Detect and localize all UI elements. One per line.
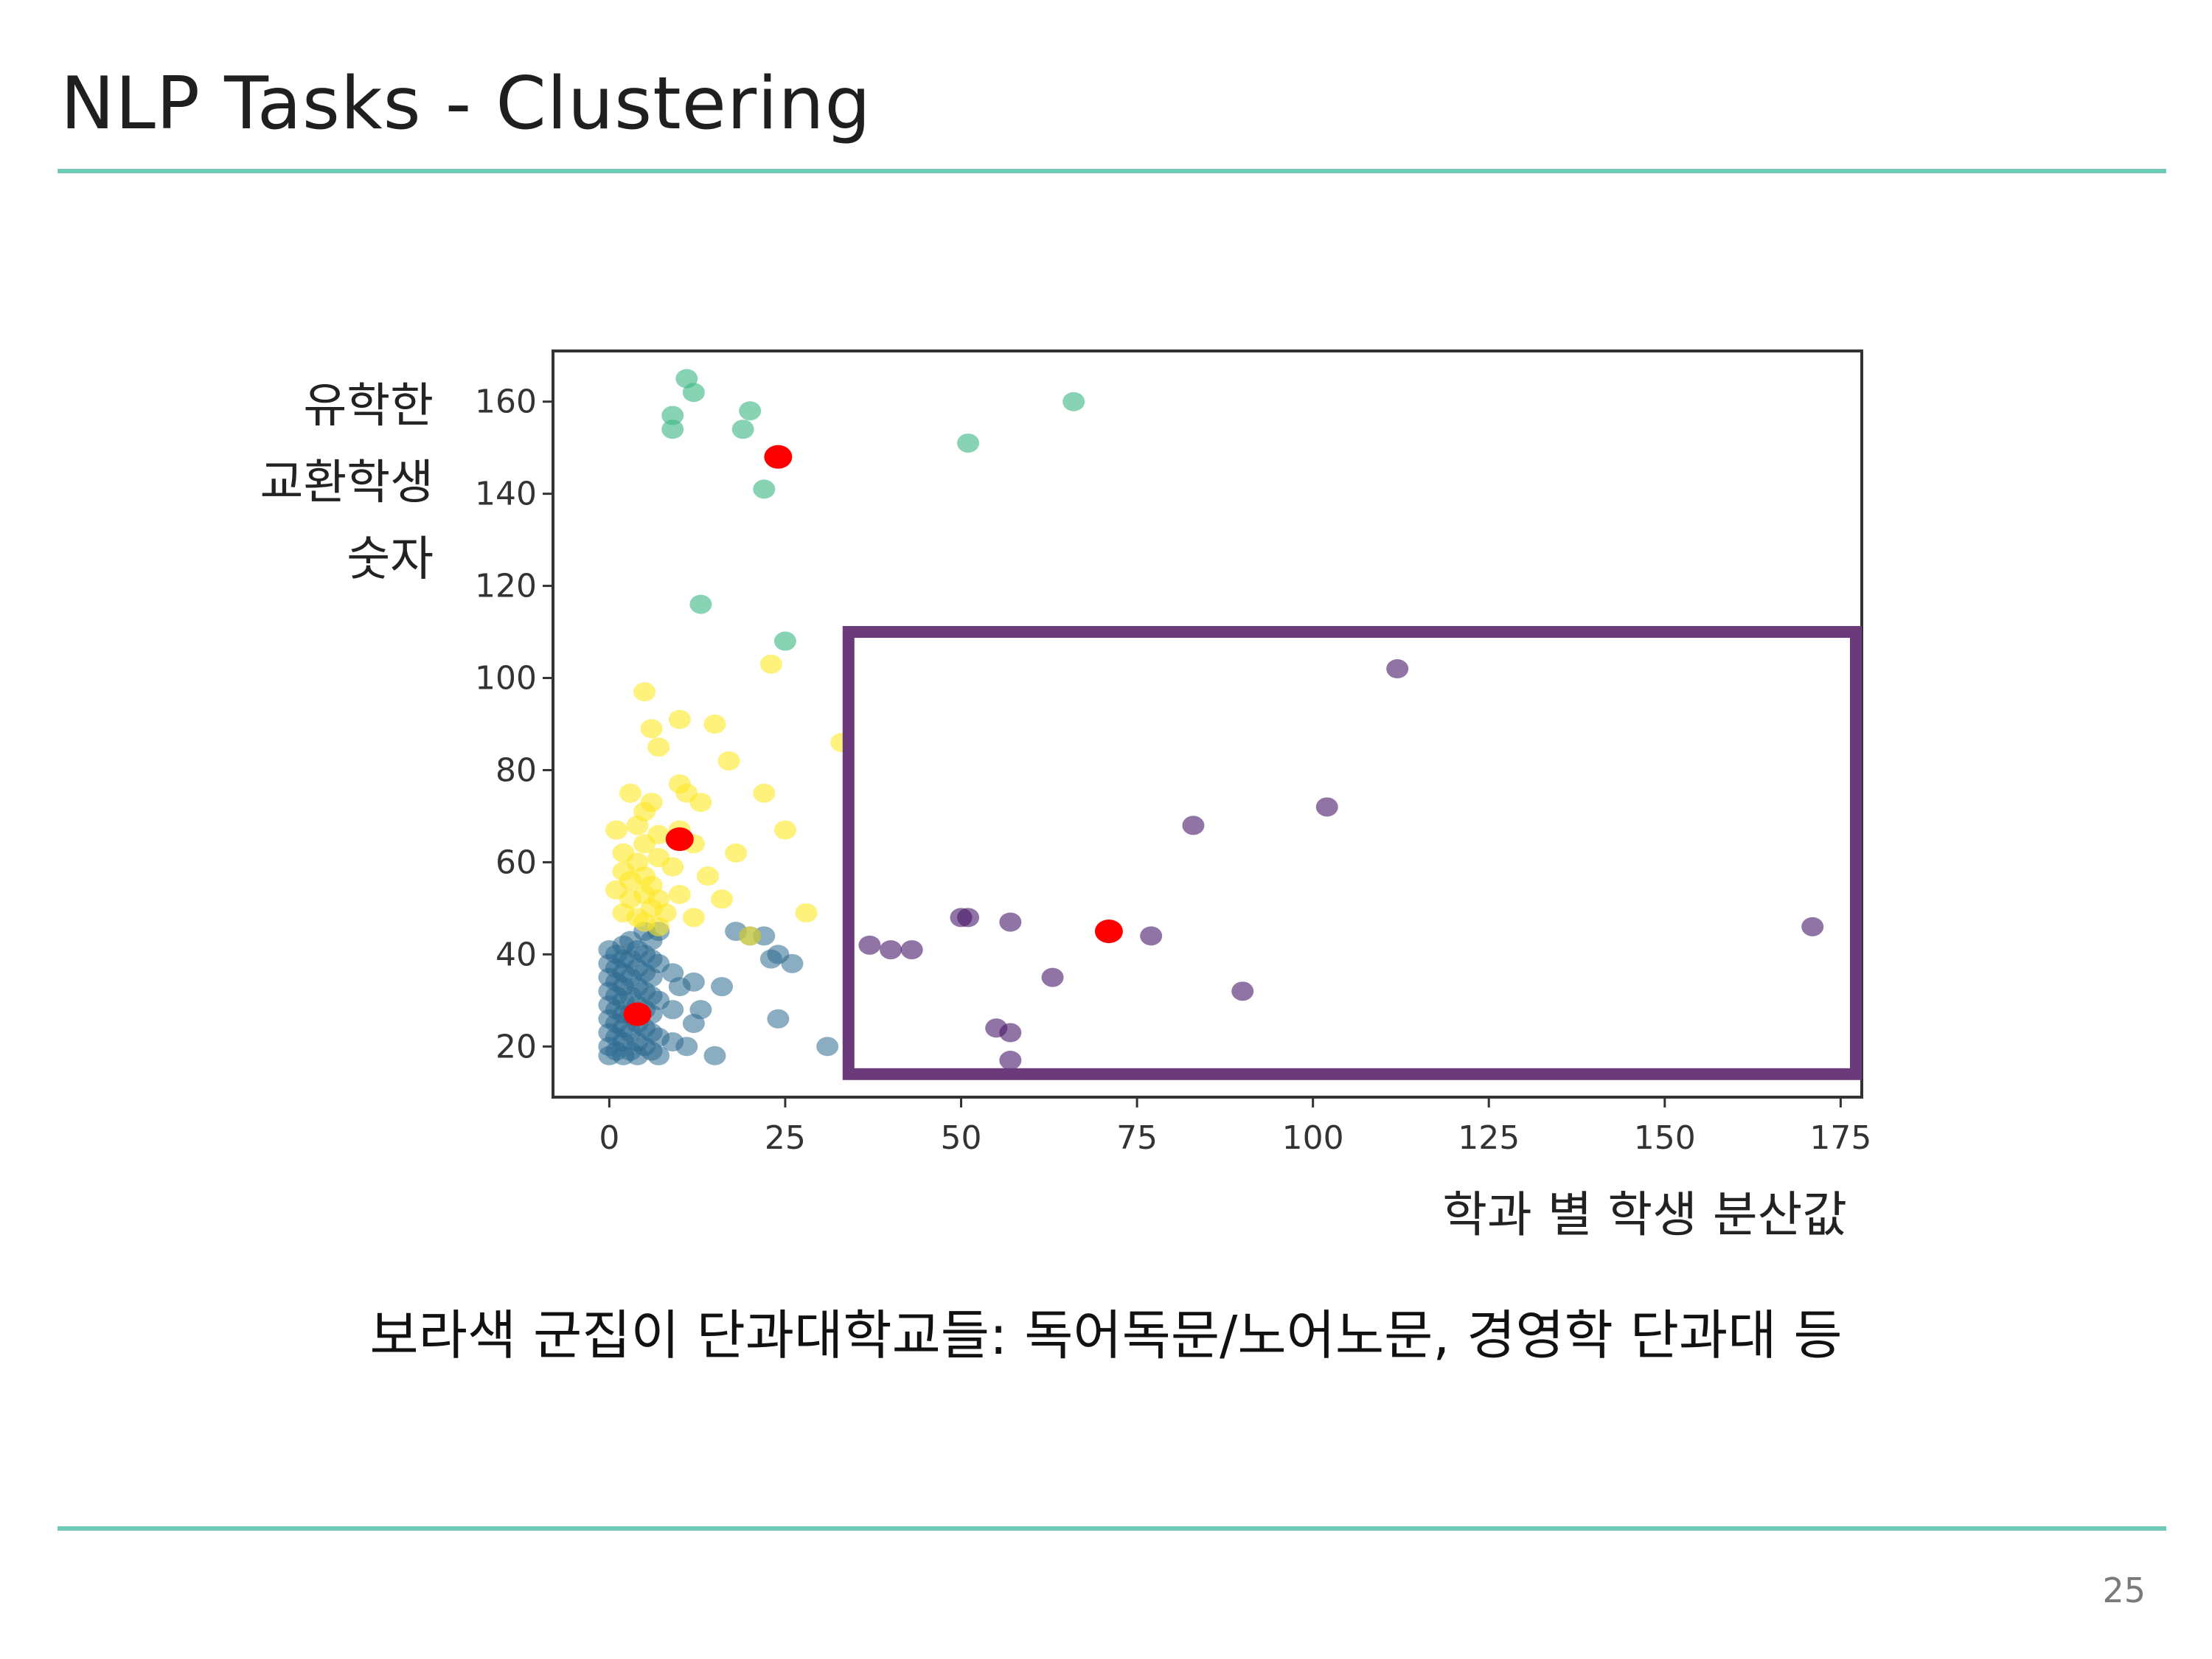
y-tick-label: 120 — [475, 568, 537, 605]
scatter-point — [725, 843, 748, 863]
scatter-point — [703, 1046, 726, 1065]
y-axis-label-line: 교환학생 — [260, 456, 434, 510]
scatter-point — [682, 908, 705, 928]
y-tick-label: 60 — [495, 844, 537, 881]
scatter-point — [661, 857, 684, 877]
scatter-point — [957, 433, 980, 453]
y-axis-label-line: 유학한 — [303, 379, 434, 434]
x-tick-label: 125 — [1458, 1119, 1520, 1157]
scatter-point — [880, 940, 902, 960]
bottom-divider — [58, 1526, 2166, 1531]
y-tick-label: 20 — [495, 1028, 537, 1065]
y-tick-label: 100 — [475, 660, 537, 698]
y-axis-label-line: 숫자 — [347, 532, 434, 587]
y-tick-label: 80 — [495, 751, 537, 789]
scatter-point — [654, 903, 677, 923]
scatter-point — [900, 940, 923, 960]
x-tick-label: 0 — [599, 1119, 619, 1157]
x-tick-label: 150 — [1634, 1119, 1696, 1157]
plot-frame — [552, 349, 1863, 1099]
x-tick-label: 175 — [1809, 1119, 1871, 1157]
scatter-point — [703, 714, 726, 734]
scatter-point — [682, 383, 705, 403]
top-divider — [58, 169, 2166, 173]
scatter-point — [1182, 815, 1205, 835]
centroid-point — [665, 827, 694, 852]
scatter-point — [675, 1037, 698, 1057]
y-tick-label: 40 — [495, 936, 537, 973]
scatter-point — [640, 719, 663, 739]
scatter-point — [696, 866, 719, 886]
scatter-point — [605, 820, 627, 840]
x-axis-label: 학과 별 학생 분산값 — [1442, 1186, 1847, 1243]
slide-caption: 보라색 군집이 단과대학교들: 독어독문/노어노문, 경영학 단과대 등 — [369, 1304, 1843, 1366]
scatter-point — [711, 977, 734, 997]
scatter-point — [661, 406, 684, 425]
page-number: 25 — [2102, 1571, 2146, 1610]
scatter-point — [1315, 797, 1338, 817]
scatter-point — [739, 401, 762, 421]
scatter-point — [999, 912, 1022, 932]
scatter-point — [773, 820, 796, 840]
scatter-point — [647, 737, 670, 757]
slide-title: NLP Tasks - Clustering — [60, 62, 872, 146]
x-tick-label: 50 — [940, 1119, 981, 1157]
scatter-point — [957, 908, 980, 928]
scatter-point — [759, 654, 782, 674]
scatter-point — [731, 420, 754, 439]
scatter-point — [661, 420, 684, 439]
scatter-point — [647, 824, 670, 844]
scatter-point — [773, 631, 796, 651]
scatter-point — [999, 1051, 1022, 1071]
scatter-point — [753, 783, 776, 803]
scatter-point — [711, 889, 734, 909]
y-tick-label: 160 — [475, 383, 537, 421]
scatter-point — [668, 885, 691, 905]
centroid-point — [623, 1002, 652, 1026]
scatter-point — [816, 1037, 839, 1057]
x-tick-label: 75 — [1116, 1119, 1158, 1157]
scatter-point — [1062, 392, 1085, 411]
centroid-point — [1094, 919, 1123, 944]
scatter-point — [1140, 926, 1163, 946]
scatter-point — [682, 972, 705, 992]
scatter-point — [661, 1000, 684, 1020]
scatter-point — [633, 682, 656, 702]
scatter-point — [640, 793, 663, 813]
scatter-point — [739, 926, 762, 946]
scatter-point — [619, 783, 641, 803]
scatter-point — [689, 1000, 712, 1020]
x-tick-label: 25 — [765, 1119, 806, 1157]
scatter-point — [781, 953, 804, 973]
scatter-point — [753, 479, 776, 499]
scatter-point — [858, 935, 881, 955]
scatter-point — [647, 1046, 670, 1065]
scatter-point — [795, 903, 818, 923]
scatter-point — [689, 793, 712, 813]
scatter-point — [1801, 917, 1824, 936]
scatter-point — [668, 709, 691, 729]
scatter-point — [717, 751, 740, 771]
scatter-point — [1231, 981, 1254, 1001]
scatter-point — [1386, 659, 1409, 679]
scatter-point — [767, 1009, 790, 1029]
centroid-point — [764, 445, 793, 469]
x-tick-label: 100 — [1282, 1119, 1344, 1157]
scatter-point — [1041, 967, 1064, 987]
scatter-point — [999, 1023, 1022, 1043]
purple-cluster-highlight-box — [842, 626, 1862, 1080]
scatter-point — [689, 594, 712, 614]
y-tick-label: 140 — [475, 476, 537, 513]
